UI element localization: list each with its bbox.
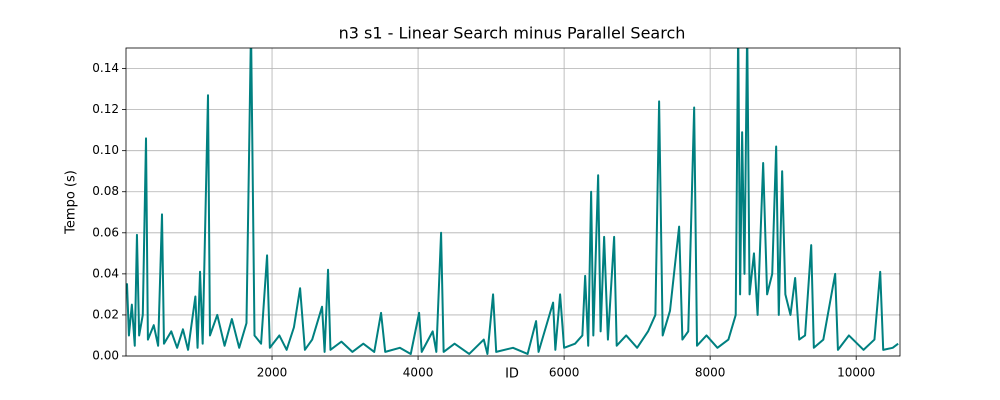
y-tick-label: 0.00	[92, 349, 119, 363]
chart-title: n3 s1 - Linear Search minus Parallel Sea…	[339, 24, 686, 43]
x-tick-label: 6000	[549, 366, 580, 380]
y-tick-label: 0.02	[92, 307, 119, 321]
x-tick-label: 10000	[837, 366, 875, 380]
y-axis-label: Tempo (s)	[64, 170, 79, 235]
x-tick-label: 8000	[695, 366, 726, 380]
y-tick-label: 0.08	[92, 184, 119, 198]
y-tick-label: 0.12	[92, 102, 119, 116]
x-axis-label: ID	[505, 367, 519, 382]
plot-frame	[125, 47, 901, 357]
data-line	[126, 48, 899, 355]
y-tick-label: 0.10	[92, 143, 119, 157]
y-tick-label: 0.14	[92, 61, 119, 75]
x-tick-label: 2000	[257, 366, 288, 380]
x-tick-label: 4000	[403, 366, 434, 380]
y-tick-label: 0.06	[92, 225, 119, 239]
y-tick-label: 0.04	[92, 266, 119, 280]
